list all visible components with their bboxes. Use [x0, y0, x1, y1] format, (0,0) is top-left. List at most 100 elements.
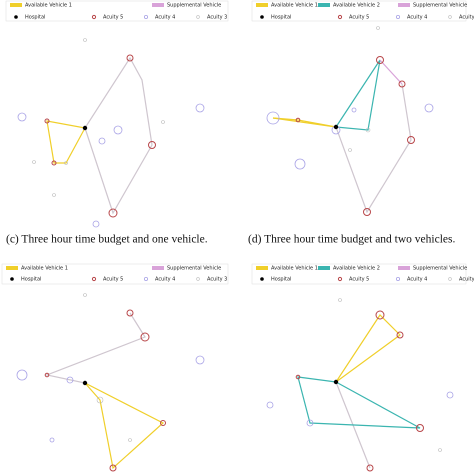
patient — [113, 125, 123, 135]
patient — [44, 372, 50, 378]
legend-swatch — [6, 266, 18, 270]
legend-swatch — [143, 14, 148, 19]
hospital — [82, 380, 88, 386]
route — [272, 117, 337, 128]
patient — [338, 298, 342, 302]
legend-swatch — [14, 15, 18, 19]
legend-swatch — [337, 276, 343, 282]
patient — [376, 26, 380, 30]
patient — [128, 438, 132, 442]
legend-label: Supplemental Vehicle — [167, 3, 221, 9]
patient — [51, 160, 57, 166]
patient — [446, 391, 454, 399]
patient — [96, 396, 104, 404]
legend-swatch — [10, 277, 14, 281]
patient — [160, 420, 166, 426]
legend-label: Acuity 4 — [155, 277, 175, 283]
legend-label: Available Vehicle 1 — [21, 266, 68, 272]
patient — [416, 424, 424, 432]
legend-swatch — [395, 276, 400, 281]
legend-label: Acuity 5 — [103, 277, 123, 283]
patient — [16, 369, 28, 381]
legend-swatch — [318, 3, 330, 7]
legend-swatch — [91, 14, 97, 20]
legend-swatch — [256, 266, 268, 270]
legend-label: Acuity 5 — [349, 277, 369, 283]
patient — [396, 331, 404, 339]
patient — [376, 56, 384, 64]
patient — [66, 376, 74, 384]
legend-box — [251, 263, 467, 285]
legend-swatch — [152, 266, 164, 270]
hospital — [333, 379, 339, 385]
patient — [44, 118, 50, 124]
legend-label: Acuity 3 — [459, 15, 474, 21]
patient — [266, 111, 280, 125]
patient — [195, 355, 205, 365]
legend-swatch — [337, 14, 343, 20]
route — [335, 314, 401, 383]
route — [335, 59, 381, 131]
route — [84, 382, 165, 470]
patient — [366, 464, 374, 472]
patient — [126, 54, 134, 62]
patient — [365, 127, 371, 133]
patient — [351, 107, 357, 113]
patient — [375, 310, 385, 320]
legend-swatch — [10, 3, 22, 7]
route — [335, 83, 412, 214]
patient — [294, 158, 306, 170]
patient — [126, 309, 134, 317]
patient — [424, 103, 434, 113]
legend-label: Acuity 4 — [407, 277, 427, 283]
legend-label: Hospital — [271, 15, 291, 21]
legend-label: Acuity 3 — [207, 277, 227, 283]
legend-swatch — [143, 276, 148, 281]
route — [379, 59, 403, 85]
legend-label: Available Vehicle 1 — [271, 3, 318, 9]
legend-swatch — [448, 15, 452, 19]
patient — [32, 160, 36, 164]
legend-swatch — [196, 15, 200, 19]
legend-swatch — [395, 14, 400, 19]
hospital — [82, 125, 88, 131]
patient — [398, 80, 406, 88]
legend-label: Hospital — [25, 15, 45, 21]
route — [297, 376, 421, 429]
legend-swatch — [448, 277, 452, 281]
patient — [148, 141, 156, 149]
patient — [363, 208, 371, 216]
legend-label: Available Vehicle 2 — [333, 3, 380, 9]
legend-swatch — [398, 3, 410, 7]
legend-label: Hospital — [21, 277, 41, 283]
patient — [52, 193, 56, 197]
patient — [49, 437, 55, 443]
legend-label: Available Vehicle 1 — [25, 3, 72, 9]
patient — [438, 448, 442, 452]
legend-label: Acuity 3 — [207, 15, 227, 21]
caption: (c) Three hour time budget and one vehic… — [6, 234, 208, 246]
patient — [306, 419, 314, 427]
legend-box — [5, 0, 229, 22]
patient — [407, 136, 415, 144]
patient — [195, 103, 205, 113]
legend-swatch — [318, 266, 330, 270]
legend-swatch — [398, 266, 410, 270]
legend-box — [251, 0, 467, 22]
patient — [161, 120, 165, 124]
patient — [266, 401, 274, 409]
patient — [348, 148, 352, 152]
legend-swatch — [260, 277, 264, 281]
legend-label: Acuity 4 — [407, 15, 427, 21]
patient — [109, 464, 117, 472]
legend-label: Acuity 4 — [155, 15, 175, 21]
route — [84, 56, 153, 215]
patient — [295, 117, 301, 123]
patient — [92, 220, 100, 228]
patient — [295, 374, 301, 380]
legend-label: Supplemental Vehicle — [413, 266, 467, 272]
patient — [98, 137, 106, 145]
patient — [140, 332, 150, 342]
